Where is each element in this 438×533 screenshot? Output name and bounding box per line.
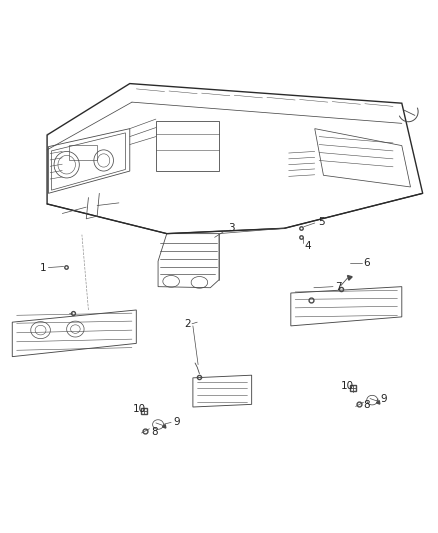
Text: 3: 3: [228, 223, 234, 233]
Text: 1: 1: [39, 263, 46, 272]
Text: 5: 5: [318, 217, 325, 227]
Text: 8: 8: [151, 427, 158, 437]
Text: 8: 8: [363, 400, 369, 410]
Text: 9: 9: [173, 417, 180, 427]
Text: 10: 10: [341, 381, 354, 391]
Text: 2: 2: [184, 319, 191, 329]
Text: 10: 10: [133, 403, 146, 414]
Text: 9: 9: [380, 394, 387, 404]
Text: 4: 4: [304, 241, 311, 252]
Text: 7: 7: [336, 281, 342, 292]
Text: 6: 6: [364, 259, 370, 268]
